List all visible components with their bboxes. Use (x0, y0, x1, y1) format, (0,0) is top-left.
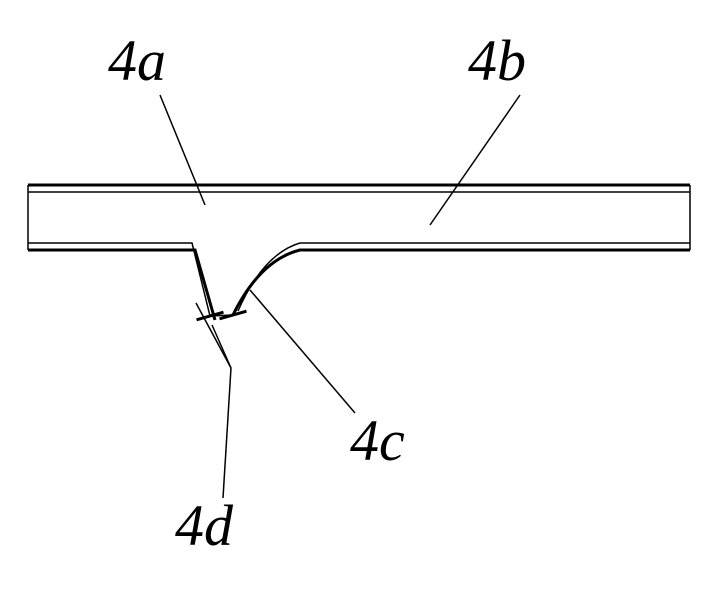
label-b: 4b (468, 28, 526, 93)
leader-4d-branch2 (212, 325, 231, 368)
leader-4d-stem (223, 368, 231, 498)
flange-cap (210, 315, 233, 316)
label-d: 4d (175, 493, 234, 558)
label-c: 4c (350, 408, 405, 473)
duct-outer-bottom-right (233, 250, 690, 315)
duct-inner-bottom-right (238, 243, 690, 311)
leader-4c (250, 290, 355, 413)
label-a: 4a (108, 28, 166, 93)
leader-4b (430, 95, 520, 225)
duct-outer-bottom-left (28, 250, 215, 320)
duct-inner-bottom-left (28, 243, 210, 316)
leader-4a (160, 95, 205, 205)
